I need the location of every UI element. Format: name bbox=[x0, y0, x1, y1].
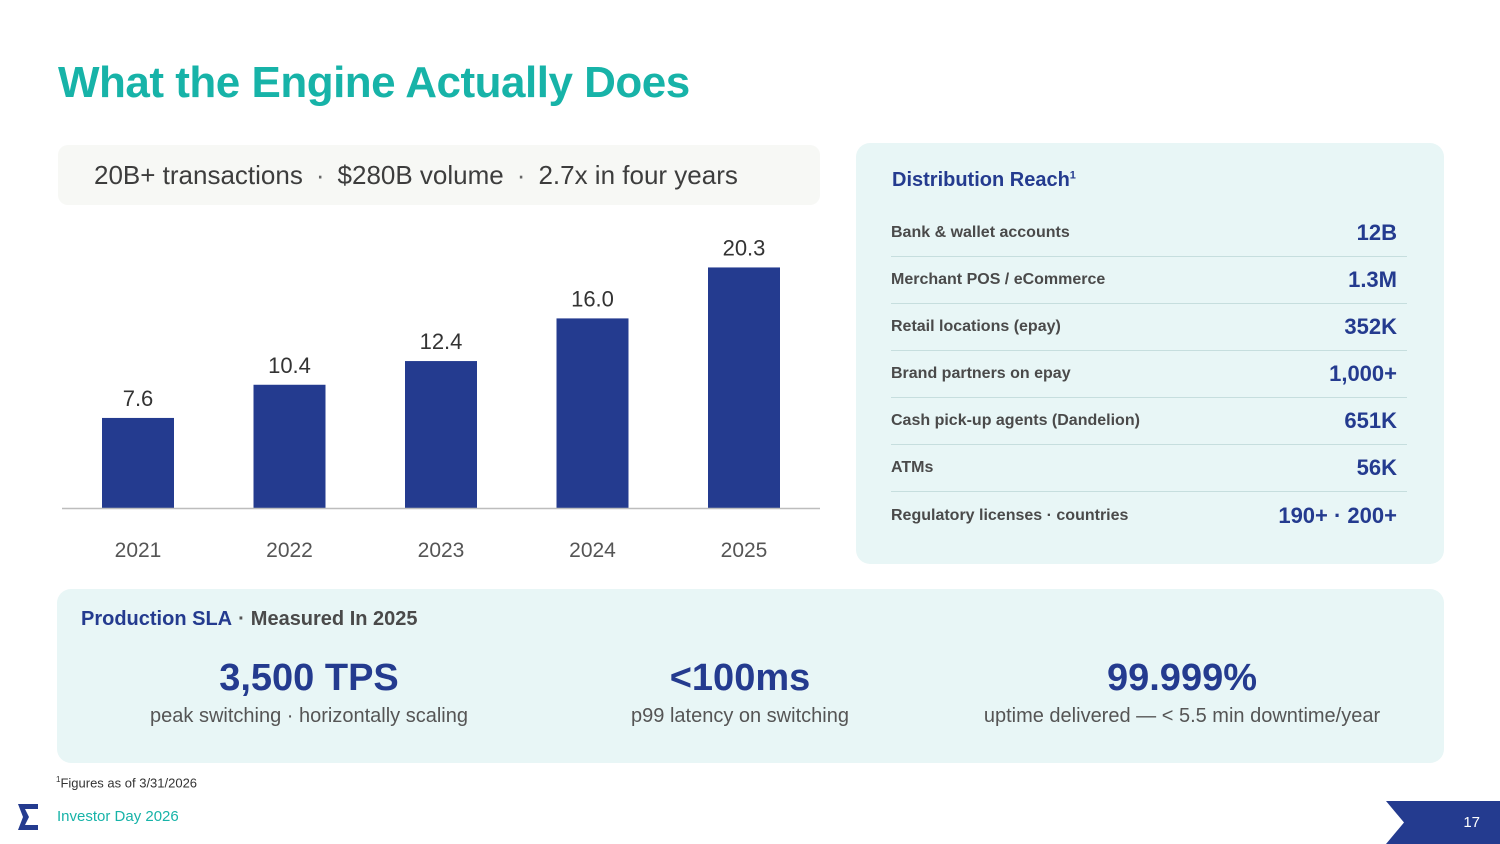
sla-title: Production SLA bbox=[81, 608, 233, 630]
sla-metric-desc: uptime delivered — < 5.5 min downtime/ye… bbox=[983, 705, 1381, 727]
x-tick-label: 2025 bbox=[721, 539, 768, 562]
distribution-row: Regulatory licenses · countries 190+ · 20… bbox=[891, 492, 1407, 539]
distribution-label: Bank & wallet accounts bbox=[891, 224, 1070, 241]
distribution-label: Cash pick-up agents (Dandelion) bbox=[891, 412, 1140, 429]
summary-separator: · bbox=[516, 159, 526, 190]
sla-metric-latency: <100ms p99 latency on switching bbox=[570, 653, 910, 728]
distribution-value: 12B bbox=[1356, 220, 1397, 245]
bar-2022 bbox=[253, 384, 326, 508]
bar-2023 bbox=[405, 361, 477, 508]
summary-transactions: 20B+ transactions bbox=[94, 159, 303, 190]
sla-metric-value: 99.999% bbox=[1106, 657, 1257, 699]
distribution-row: Retail locations (epay) 352K bbox=[891, 304, 1407, 351]
summary-growth: 2.7x in four years bbox=[538, 159, 738, 190]
slide-title: What the Engine Actually Does bbox=[58, 58, 690, 107]
x-tick-label: 2023 bbox=[418, 539, 465, 562]
bar-value-label: 12.4 bbox=[420, 329, 463, 354]
distribution-list: Bank & wallet accounts 12B Merchant POS / … bbox=[891, 210, 1407, 539]
bar-value-label: 7.6 bbox=[123, 386, 154, 411]
bar-2024 bbox=[556, 318, 629, 508]
distribution-row: Cash pick-up agents (Dandelion) 651K bbox=[891, 398, 1407, 445]
distribution-value: 651K bbox=[1344, 408, 1397, 433]
bar-value-label: 20.3 bbox=[723, 235, 766, 260]
company-logo-icon bbox=[18, 804, 38, 830]
distribution-row: Bank & wallet accounts 12B bbox=[891, 210, 1407, 257]
x-tick-label: 2022 bbox=[266, 539, 313, 562]
sla-subtitle: Measured In 2025 bbox=[250, 608, 418, 630]
bar-value-label: 10.4 bbox=[268, 353, 311, 378]
sla-metric-value: 3,500 TPS bbox=[219, 657, 399, 699]
summary-separator: · bbox=[315, 159, 325, 190]
x-tick-label: 2024 bbox=[569, 539, 616, 562]
distribution-value: 1.3M bbox=[1348, 267, 1397, 292]
distribution-reach-panel: Distribution Reach1 Bank & wallet accoun… bbox=[856, 143, 1444, 564]
distribution-title: Distribution Reach1 bbox=[892, 169, 1076, 191]
distribution-label: Retail locations (epay) bbox=[891, 318, 1061, 335]
page-number-tab bbox=[1386, 801, 1500, 844]
distribution-label: Merchant POS / eCommerce bbox=[891, 271, 1106, 288]
bar-2021 bbox=[102, 417, 174, 508]
bar-2025 bbox=[708, 267, 780, 508]
distribution-row: Brand partners on epay 1,000+ bbox=[891, 351, 1407, 398]
footer-label: Investor Day 2026 bbox=[57, 808, 179, 825]
bar-value-label: 16.0 bbox=[571, 286, 614, 311]
distribution-label: ATMs bbox=[891, 459, 934, 476]
x-tick-label: 2021 bbox=[115, 539, 162, 562]
distribution-value: 352K bbox=[1344, 314, 1397, 339]
transactions-bar-chart: 7.6 2021 10.4 2022 12.4 2023 16.0 2024 20.3 2025 bbox=[62, 235, 820, 562]
distribution-row: Merchant POS / eCommerce 1.3M bbox=[891, 257, 1407, 304]
distribution-row: ATMs 56K bbox=[891, 445, 1407, 492]
distribution-value: 190+ · 200+ bbox=[1278, 502, 1397, 528]
summary-bar: 20B+ transactions · $280B volume · 2.7x … bbox=[58, 145, 820, 205]
sla-metric-value: <100ms bbox=[669, 657, 811, 699]
sla-metric-desc: peak switching · horizontally scaling bbox=[150, 705, 468, 727]
sla-metric-throughput: 3,500 TPS peak switching · horizontally … bbox=[115, 653, 503, 728]
sla-heading: Production SLA · Measured In 2025 bbox=[81, 608, 418, 630]
sla-metric-desc: p99 latency on switching bbox=[631, 705, 849, 727]
sla-metric-uptime: 99.999% uptime delivered — < 5.5 min dow… bbox=[952, 653, 1412, 728]
footnote: 1Figures as of 3/31/2026 bbox=[56, 775, 198, 791]
production-sla-panel: Production SLA · Measured In 2025 3,500 TP… bbox=[57, 589, 1444, 763]
summary-volume: $280B volume bbox=[337, 159, 504, 190]
distribution-value: 1,000+ bbox=[1329, 361, 1397, 386]
distribution-value: 56K bbox=[1356, 455, 1397, 480]
page-number: 17 bbox=[1463, 814, 1480, 831]
distribution-label: Brand partners on epay bbox=[891, 365, 1071, 382]
distribution-label: Regulatory licenses · countries bbox=[891, 506, 1129, 524]
